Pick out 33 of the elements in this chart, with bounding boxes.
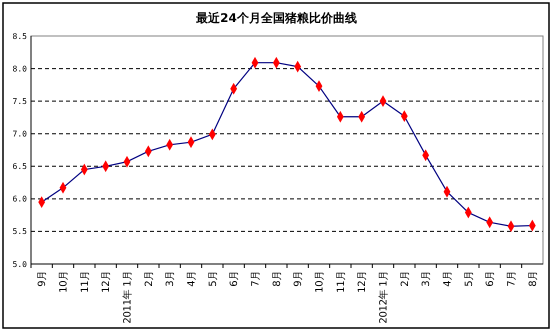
y-tick-label: 6.5 — [12, 162, 28, 172]
x-tick-label: 11月 — [80, 271, 91, 293]
x-tick-label: 2月 — [400, 271, 411, 287]
x-tick-label: 6月 — [229, 271, 240, 287]
x-tick-label: 3月 — [165, 271, 176, 287]
y-tick-label: 8.5 — [12, 32, 28, 41]
x-tick-label: 11月 — [336, 271, 347, 293]
y-tick-label: 7.5 — [12, 96, 28, 106]
x-tick-label: 4月 — [442, 271, 454, 287]
x-tick-label: 2月 — [144, 271, 155, 287]
y-tick-label: 5.0 — [12, 260, 28, 269]
x-tick-label: 4月 — [186, 271, 198, 287]
x-tick-label: 6月 — [485, 271, 496, 287]
x-tick-label: 10月 — [58, 271, 70, 293]
x-tick-label: 12月 — [357, 271, 368, 293]
chart-title: 最近24个月全国猪粮比价曲线 — [195, 11, 357, 25]
x-tick-label: 5月 — [464, 271, 475, 287]
x-tick-label: 8月 — [272, 271, 283, 287]
x-tick-label: 9月 — [37, 271, 48, 287]
x-tick-label: 9月 — [293, 271, 304, 287]
x-tick-label: 2011年 1月 — [122, 271, 134, 324]
y-tick-label: 5.5 — [12, 227, 28, 236]
x-tick-label: 12月 — [101, 271, 112, 293]
x-tick-label: 7月 — [506, 271, 518, 287]
x-tick-label: 2012年 1月 — [378, 271, 390, 324]
y-tick-label: 7.0 — [12, 130, 28, 139]
x-tick-label: 7月 — [250, 271, 262, 287]
y-tick-label: 6.0 — [12, 194, 28, 204]
x-tick-label: 10月 — [314, 271, 326, 293]
y-tick-label: 8.0 — [12, 64, 28, 74]
x-tick-label: 3月 — [421, 271, 432, 287]
x-tick-label: 8月 — [528, 271, 539, 287]
x-tick-label: 5月 — [208, 271, 219, 287]
